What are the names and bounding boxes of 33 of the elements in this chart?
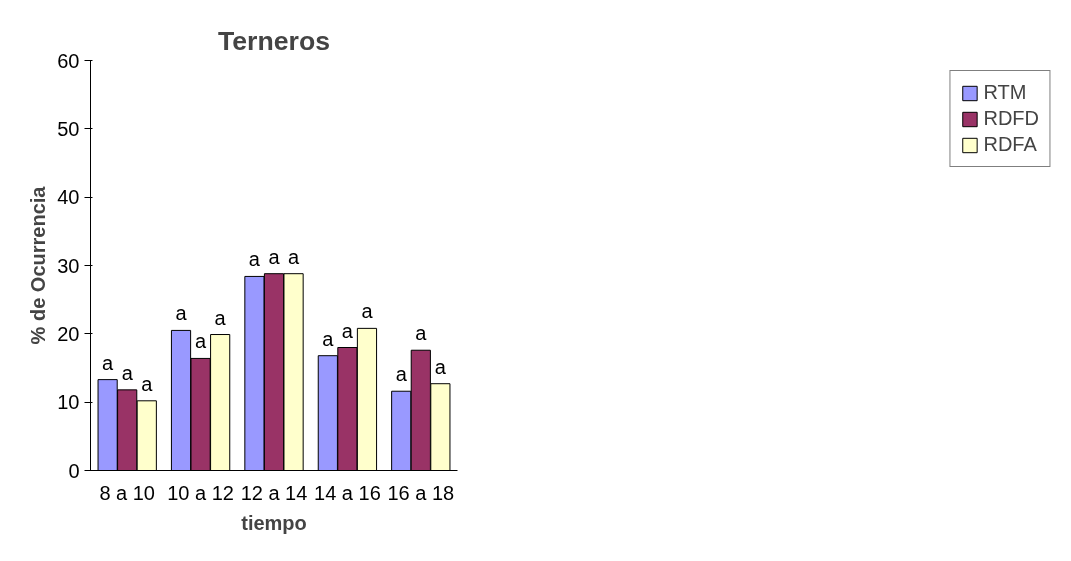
data-label: a [121, 361, 134, 384]
x-tick-label: 10 a 12 [167, 481, 234, 504]
data-label: a [248, 248, 261, 271]
data-label: a [175, 302, 188, 325]
x-tick-label: 8 a 10 [99, 481, 156, 504]
legend-label: RDFA [983, 133, 1037, 156]
data-label: a [395, 363, 408, 386]
y-tick-label: 50 [57, 117, 80, 140]
data-label: a [102, 351, 115, 374]
data-label: a [415, 322, 428, 345]
data-label: a [288, 245, 301, 268]
data-label: a [434, 355, 447, 378]
data-label: a [341, 319, 354, 342]
x-axis-title: tiempo [241, 511, 307, 534]
y-tick-label: 20 [57, 322, 80, 345]
data-label: a [141, 372, 154, 395]
y-tick-label: 60 [57, 49, 80, 72]
legend-label: RTM [983, 81, 1027, 104]
x-tick-label: 14 a 16 [314, 481, 381, 504]
data-label: a [268, 245, 281, 268]
x-tick-label: 12 a 14 [240, 481, 308, 504]
data-label: a [195, 330, 208, 353]
x-tick-label: 16 a 18 [387, 481, 455, 504]
y-tick-label: 40 [57, 186, 80, 209]
y-tick-label: 10 [57, 391, 80, 414]
y-axis-title: % de Ocurrencia [27, 185, 50, 345]
data-label: a [322, 327, 335, 350]
legend-label: RDFD [983, 107, 1039, 130]
chart-title: Terneros [217, 25, 331, 56]
y-tick-label: 30 [57, 254, 80, 277]
y-tick-label: 0 [68, 459, 80, 482]
data-label: a [214, 306, 227, 329]
data-label: a [361, 300, 374, 323]
